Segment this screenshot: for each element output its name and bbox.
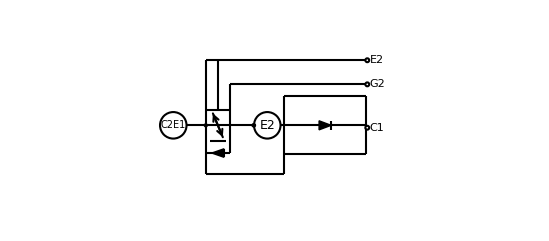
Polygon shape [212,149,224,157]
Polygon shape [319,121,331,130]
Circle shape [160,112,187,139]
Text: C2E1: C2E1 [161,120,186,130]
Text: G2: G2 [369,79,385,89]
Circle shape [254,112,281,139]
Text: E2: E2 [259,119,275,132]
Circle shape [204,124,208,127]
Circle shape [365,58,369,62]
Circle shape [253,124,255,127]
Text: C1: C1 [369,123,384,133]
Circle shape [365,82,369,86]
Circle shape [252,124,255,127]
Text: E2: E2 [369,55,384,65]
Circle shape [365,126,369,130]
